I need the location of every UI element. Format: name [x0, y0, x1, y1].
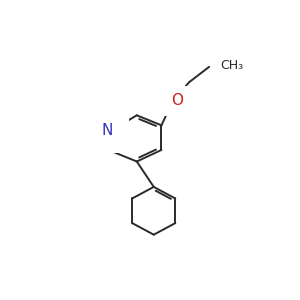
Text: CH₃: CH₃ [220, 59, 243, 72]
Text: O: O [171, 93, 183, 108]
Text: N: N [102, 123, 113, 138]
